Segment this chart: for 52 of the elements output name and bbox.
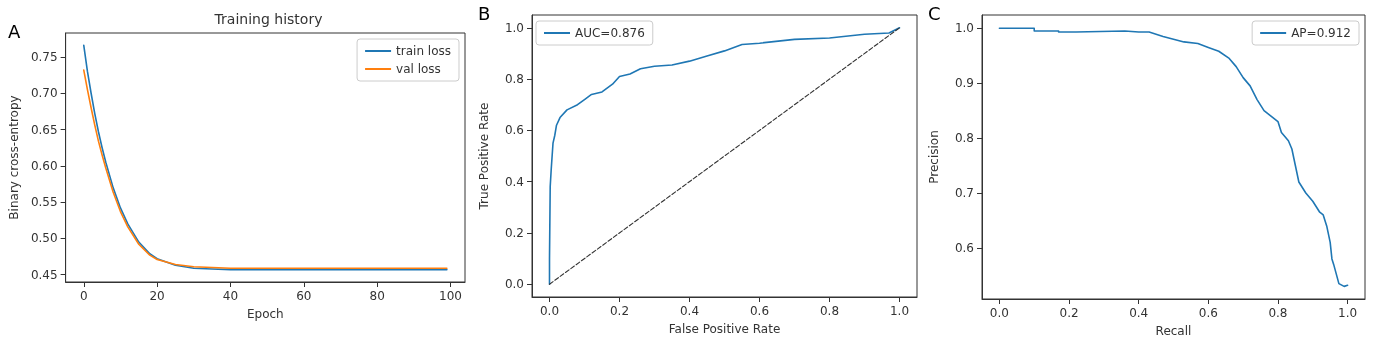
y-axis-title: Binary cross-entropy bbox=[7, 95, 21, 220]
x-tick-label: 0.0 bbox=[989, 306, 1009, 320]
y-tick-label: 0.45 bbox=[30, 267, 58, 282]
x-tick-label: 1.0 bbox=[889, 304, 910, 318]
y-tick-label: 0.6 bbox=[504, 123, 524, 138]
x-tick-label: 60 bbox=[296, 289, 312, 303]
y-tick-label: 0.55 bbox=[30, 195, 58, 210]
y-axis-title: Precision bbox=[927, 130, 941, 184]
legend-label: AUC=0.876 bbox=[575, 26, 645, 40]
x-tick-label: 0.4 bbox=[1129, 306, 1149, 320]
text: B bbox=[478, 2, 491, 24]
x-tick-label: 0.8 bbox=[1268, 306, 1288, 320]
x-axis-title: Recall bbox=[1155, 324, 1192, 338]
chart-title: Training history bbox=[213, 11, 323, 27]
legend-label: val loss bbox=[396, 62, 441, 76]
x-tick-label: 1.0 bbox=[1338, 306, 1358, 320]
legend-label: train loss bbox=[396, 44, 452, 58]
line-series bbox=[998, 27, 1349, 288]
y-tick-label: 0.50 bbox=[30, 231, 58, 246]
y-tick-label: 0.2 bbox=[504, 225, 524, 240]
y-tick-label: 0.60 bbox=[30, 158, 58, 173]
y-tick-label: 1.0 bbox=[504, 20, 524, 35]
x-axis-title: False Positive Rate bbox=[668, 322, 781, 336]
y-tick-label: 0.75 bbox=[30, 49, 58, 64]
y-tick-label: 0.0 bbox=[504, 277, 524, 292]
x-tick-label: 0.0 bbox=[539, 304, 560, 318]
x-tick-label: 20 bbox=[149, 289, 165, 303]
x-tick-label: 40 bbox=[222, 289, 239, 303]
text: A bbox=[8, 20, 21, 42]
text: C bbox=[928, 2, 941, 24]
y-tick-label: 0.8 bbox=[504, 72, 524, 87]
y-tick-label: 1.0 bbox=[954, 21, 974, 36]
x-axis-title: Epoch bbox=[246, 307, 284, 321]
y-tick-label: 0.6 bbox=[954, 240, 974, 255]
x-tick-label: 80 bbox=[369, 289, 385, 303]
y-tick-label: 0.65 bbox=[30, 122, 58, 137]
y-tick-label: 0.70 bbox=[30, 86, 58, 101]
y-axis-title: True Positive Rate bbox=[477, 102, 491, 211]
line-series bbox=[548, 27, 901, 285]
x-tick-label: 100 bbox=[439, 289, 462, 303]
x-tick-label: 0.4 bbox=[679, 304, 700, 318]
x-tick-label: 0.6 bbox=[1198, 306, 1218, 320]
y-tick-label: 0.9 bbox=[954, 76, 974, 91]
y-tick-label: 0.8 bbox=[954, 131, 974, 146]
y-tick-label: 0.4 bbox=[504, 174, 524, 189]
x-tick-label: 0.2 bbox=[1059, 306, 1079, 320]
x-tick-label: 0 bbox=[79, 289, 88, 303]
legend-label: AP=0.912 bbox=[1291, 26, 1352, 40]
x-tick-label: 0.6 bbox=[749, 304, 770, 318]
x-tick-label: 0.8 bbox=[819, 304, 840, 318]
x-tick-label: 0.2 bbox=[609, 304, 630, 318]
y-tick-label: 0.7 bbox=[954, 185, 974, 200]
